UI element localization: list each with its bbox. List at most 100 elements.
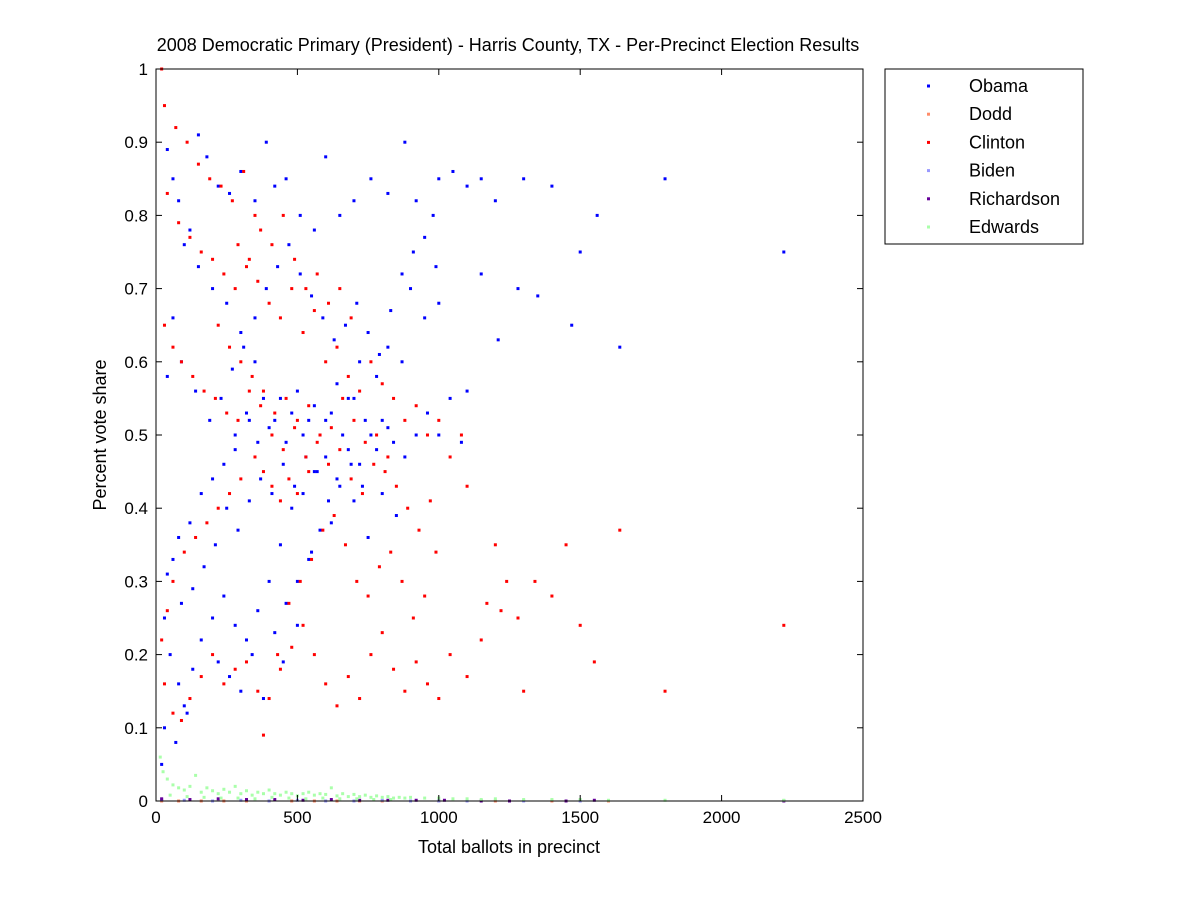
data-point-clinton <box>208 177 212 181</box>
legend-marker-clinton <box>927 140 930 144</box>
data-point-clinton <box>177 221 181 225</box>
data-point-edwards <box>284 790 288 794</box>
data-point-edwards <box>606 798 610 802</box>
data-point-clinton <box>479 638 483 642</box>
data-point-clinton <box>448 455 452 459</box>
data-point-edwards <box>358 795 362 799</box>
data-point-obama <box>247 418 251 422</box>
data-point-obama <box>196 133 200 137</box>
data-point-obama <box>315 470 319 474</box>
data-point-obama <box>216 660 220 664</box>
data-point-edwards <box>270 795 274 799</box>
data-point-clinton <box>425 433 429 437</box>
data-point-clinton <box>324 682 328 686</box>
data-point-obama <box>352 199 356 203</box>
data-point-obama <box>425 411 429 415</box>
data-point-obama <box>179 601 183 605</box>
data-point-obama <box>346 396 350 400</box>
data-point-edwards <box>663 798 667 802</box>
data-point-obama <box>278 396 282 400</box>
x-axis-label: Total ballots in precinct <box>418 837 600 857</box>
data-point-clinton <box>304 455 308 459</box>
data-point-obama <box>191 587 195 591</box>
data-point-obama <box>256 440 260 444</box>
data-point-clinton <box>281 448 285 452</box>
data-point-edwards <box>177 786 181 790</box>
data-point-obama <box>174 740 178 744</box>
data-point-edwards <box>239 792 243 796</box>
data-point-clinton <box>366 594 370 598</box>
data-point-clinton <box>346 675 350 679</box>
data-point-obama <box>188 521 192 525</box>
data-point-edwards <box>182 788 186 792</box>
data-point-clinton <box>312 653 316 657</box>
data-point-obama <box>239 331 243 335</box>
data-point-obama <box>332 338 336 342</box>
data-point-edwards <box>244 789 248 793</box>
data-point-obama <box>284 177 288 181</box>
data-point-clinton <box>228 492 232 496</box>
data-point-obama <box>459 440 463 444</box>
data-point-obama <box>327 499 331 503</box>
data-point-obama <box>162 616 166 620</box>
data-point-obama <box>392 440 396 444</box>
data-point-obama <box>222 594 226 598</box>
data-point-edwards <box>194 773 198 777</box>
data-point-clinton <box>301 623 305 627</box>
data-point-edwards <box>375 794 379 798</box>
data-point-edwards <box>301 792 305 796</box>
data-point-clinton <box>270 484 274 488</box>
data-point-obama <box>493 199 497 203</box>
data-point-clinton <box>403 418 407 422</box>
data-point-obama <box>307 418 311 422</box>
data-point-obama <box>216 184 220 188</box>
data-point-obama <box>188 228 192 232</box>
x-tick-label: 1500 <box>561 808 599 827</box>
data-point-clinton <box>165 609 169 613</box>
data-point-clinton <box>564 543 568 547</box>
data-point-obama <box>338 213 342 217</box>
data-point-obama <box>264 287 268 291</box>
data-point-obama <box>196 265 200 269</box>
data-point-clinton <box>406 506 410 510</box>
data-point-obama <box>281 660 285 664</box>
data-point-obama <box>247 499 251 503</box>
data-point-obama <box>165 572 169 576</box>
data-point-clinton <box>335 345 339 349</box>
data-point-obama <box>329 521 333 525</box>
data-point-clinton <box>459 433 463 437</box>
data-point-clinton <box>278 316 282 320</box>
data-point-obama <box>273 184 277 188</box>
data-point-edwards <box>236 796 240 800</box>
data-point-obama <box>358 462 362 466</box>
data-point-obama <box>346 448 350 452</box>
data-point-edwards <box>550 798 554 802</box>
data-point-edwards <box>465 797 469 801</box>
data-point-edwards <box>312 793 316 797</box>
legend-label-dodd: Dodd <box>969 104 1012 124</box>
data-point-clinton <box>618 528 622 532</box>
data-point-clinton <box>321 528 325 532</box>
data-point-obama <box>261 697 265 701</box>
data-point-clinton <box>522 689 526 693</box>
data-point-obama <box>290 506 294 510</box>
data-point-obama <box>335 477 339 481</box>
data-point-obama <box>250 653 254 657</box>
data-point-obama <box>321 316 325 320</box>
data-point-obama <box>343 323 347 327</box>
data-point-clinton <box>287 601 291 605</box>
data-point-obama <box>287 243 291 247</box>
data-point-obama <box>290 411 294 415</box>
data-point-clinton <box>239 360 243 364</box>
data-point-clinton <box>213 396 217 400</box>
data-point-biden <box>182 798 186 802</box>
data-point-obama <box>375 374 379 378</box>
data-point-obama <box>516 287 520 291</box>
data-point-clinton <box>267 697 271 701</box>
data-point-obama <box>222 462 226 466</box>
data-point-obama <box>465 389 469 393</box>
data-point-obama <box>182 243 186 247</box>
data-point-clinton <box>338 448 342 452</box>
data-point-clinton <box>493 543 497 547</box>
data-point-obama <box>403 140 407 144</box>
